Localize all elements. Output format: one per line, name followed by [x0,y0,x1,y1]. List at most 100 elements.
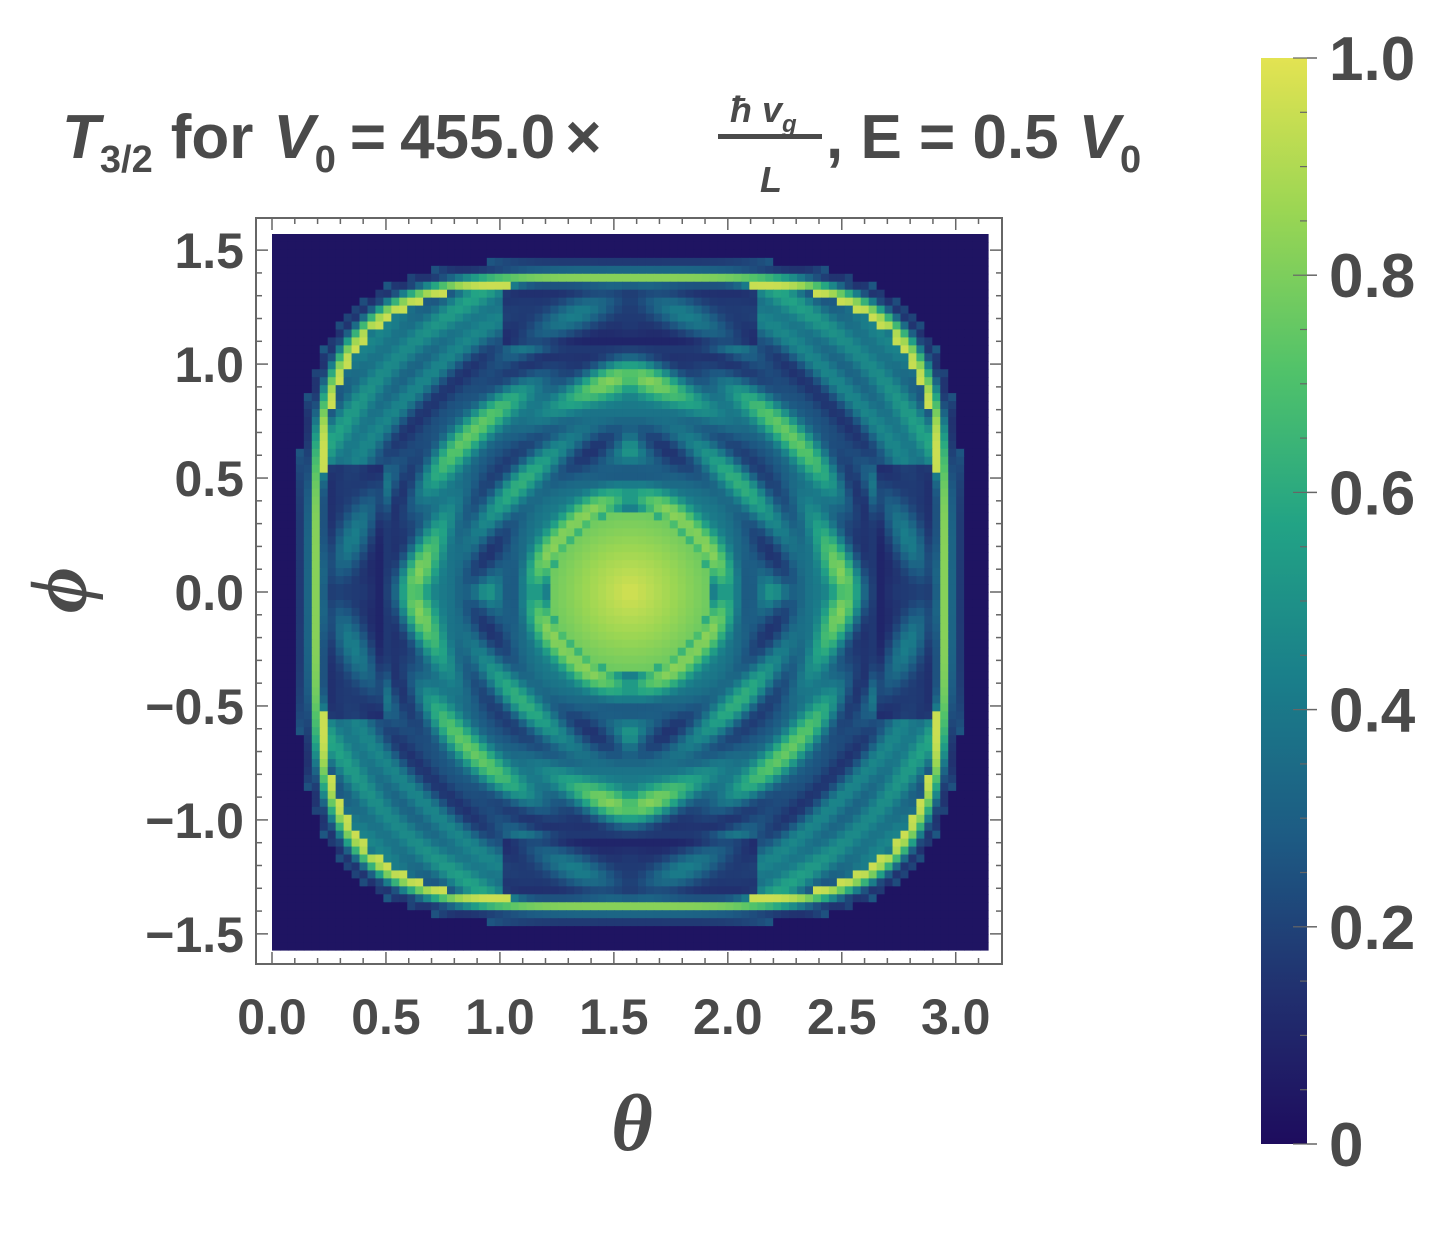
heatmap-cell [542,234,552,243]
heatmap-cell [558,424,567,434]
heatmap-cell [614,663,623,673]
heatmap-cell [494,520,504,529]
heatmap-cell [470,249,480,259]
heatmap-cell [812,345,822,354]
heatmap-cell [956,234,965,243]
heatmap-cell [701,607,711,617]
heatmap-cell [765,265,774,275]
heatmap-cell [375,257,384,267]
heatmap-cell [892,273,902,283]
heatmap-cell [717,353,727,362]
heatmap-cell [447,369,456,378]
heatmap-cell [820,623,830,633]
heatmap-cell [820,520,830,529]
heatmap-cell [749,576,758,585]
heatmap-cell [534,393,544,402]
heatmap-cell [725,568,735,577]
heatmap-cell [470,560,480,569]
heatmap-cell [447,321,456,331]
heatmap-cell [295,257,305,267]
heatmap-cell [916,249,925,259]
heatmap-cell [836,305,846,315]
heatmap-cell [900,456,910,466]
heatmap-cell [964,385,973,394]
heatmap-cell [319,663,329,673]
heatmap-cell [852,416,862,426]
heatmap-cell [685,647,695,657]
heatmap-cell [956,409,965,418]
heatmap-cell [820,385,830,394]
heatmap-cell [757,377,766,386]
heatmap-cell [375,440,384,450]
heatmap-cell [677,488,687,498]
heatmap-cell [892,520,902,529]
heatmap-cell [351,409,361,418]
heatmap-cell [852,576,862,585]
heatmap-cell [669,401,679,410]
heatmap-cell [431,369,440,378]
heatmap-cell [478,313,488,323]
heatmap-cell [375,488,384,498]
heatmap-cell [812,552,822,561]
heatmap-cell [494,377,504,386]
heatmap-cell [844,432,854,442]
heatmap-cell [550,576,559,585]
heatmap-cell [757,639,766,649]
heatmap-cell [757,305,766,315]
heatmap-cell [518,329,528,339]
heatmap-cell [327,592,337,601]
heatmap-cell [439,329,448,339]
heatmap-cell [972,432,981,442]
heatmap-cell [534,631,544,641]
heatmap-cell [478,615,488,625]
heatmap-cell [272,671,281,681]
heatmap-cell [582,488,591,498]
heatmap-cell [494,584,504,593]
heatmap-cell [574,607,583,617]
heatmap-cell [637,599,647,609]
heatmap-cell [916,663,925,673]
heatmap-cell [343,289,353,299]
heatmap-cell [391,464,400,474]
heatmap-cell [749,321,758,331]
heatmap-cell [272,552,281,561]
heatmap-cell [335,440,345,450]
heatmap-cell [558,528,567,537]
heatmap-cell [725,631,735,641]
heatmap-cell [908,321,917,331]
heatmap-cell [383,313,392,323]
heatmap-cell [447,480,456,490]
heatmap-cell [526,576,536,585]
heatmap-cell [956,448,965,458]
heatmap-cell [415,234,424,243]
heatmap-cell [327,297,337,307]
heatmap-cell [781,464,790,474]
heatmap-cell [669,464,679,474]
heatmap-cell [637,361,647,370]
heatmap-cell [860,615,870,625]
heatmap-cell [359,496,369,506]
heatmap-cell [701,369,711,378]
heatmap-cell [797,265,806,275]
heatmap-cell [415,655,424,665]
heatmap-cell [590,249,599,259]
heatmap-cell [478,353,488,362]
chart-title: T3/2 for V0 = 455.0 × ħ vg L , E = 0.5 V0 [62,89,1141,200]
heatmap-cell [606,480,615,490]
heatmap-cell [534,520,544,529]
heatmap-cell [423,265,432,275]
heatmap-cell [836,631,846,641]
heatmap-cell [335,234,345,243]
heatmap-cell [701,647,711,657]
heatmap-cell [415,568,424,577]
heatmap-cell [359,488,369,498]
heatmap-cell [518,377,528,386]
heatmap-cell [797,234,806,243]
heatmap-cell [351,464,361,474]
heatmap-cell [892,456,902,466]
heatmap-cell [820,472,830,482]
heatmap-cell [781,552,790,561]
heatmap-cell [661,241,671,251]
heatmap-cell [303,416,313,426]
heatmap-cell [343,432,353,442]
